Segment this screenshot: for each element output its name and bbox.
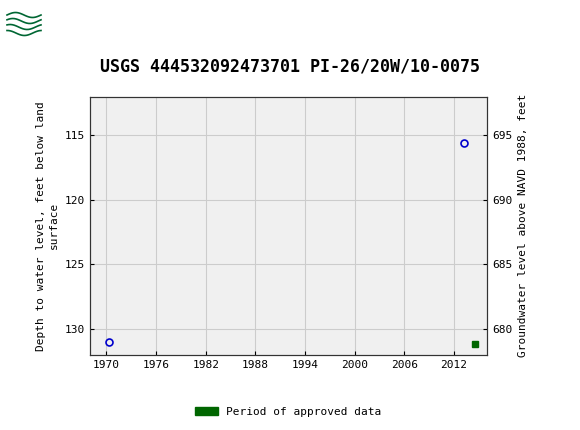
Y-axis label: Depth to water level, feet below land
surface: Depth to water level, feet below land su… <box>36 101 59 350</box>
Y-axis label: Groundwater level above NAVD 1988, feet: Groundwater level above NAVD 1988, feet <box>518 94 528 357</box>
Text: USGS: USGS <box>48 12 116 31</box>
Bar <box>5 4 43 39</box>
Legend: Period of approved data: Period of approved data <box>191 402 386 421</box>
Text: USGS 444532092473701 PI-26/20W/10-0075: USGS 444532092473701 PI-26/20W/10-0075 <box>100 57 480 75</box>
